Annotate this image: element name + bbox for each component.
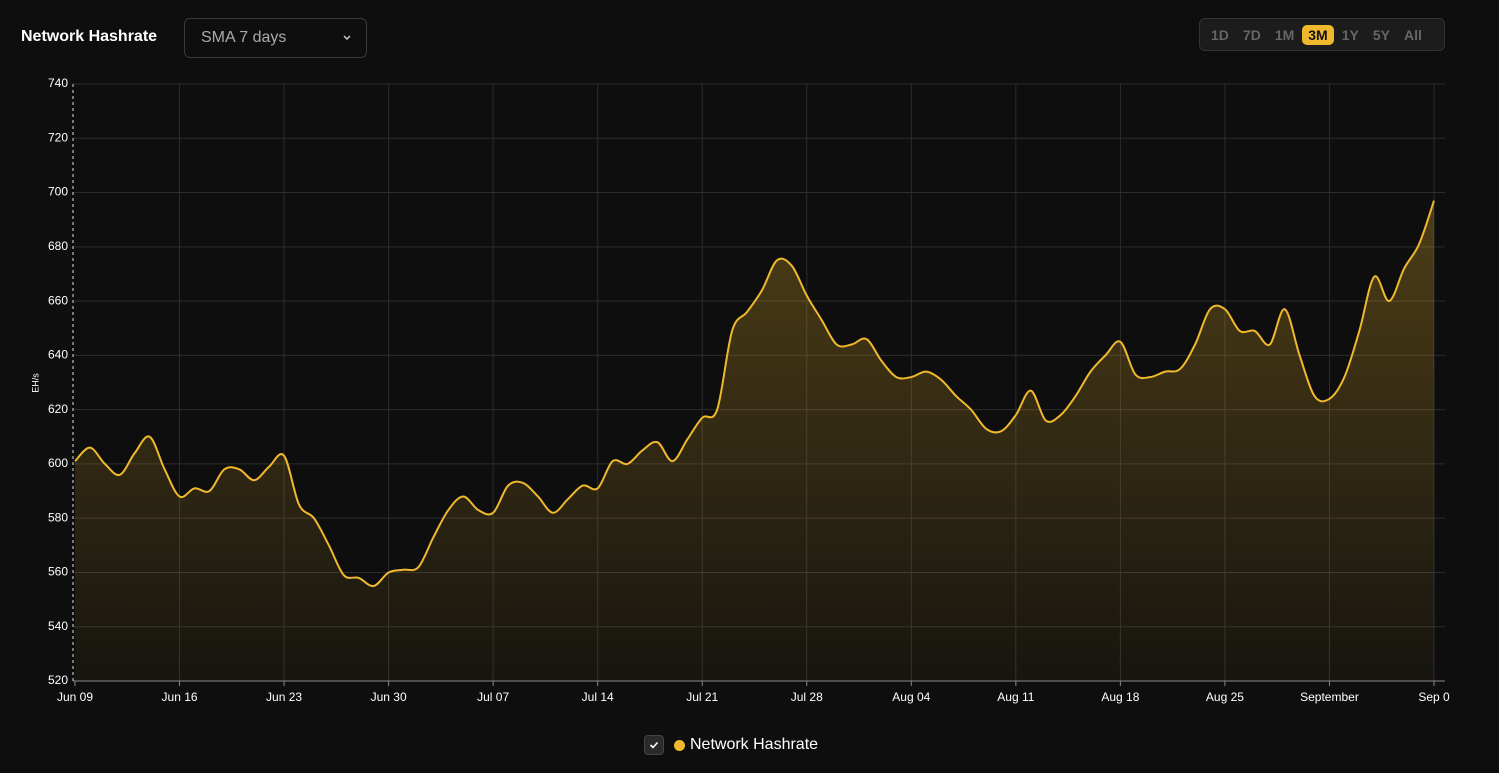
x-tick-label: Aug 25 [1206,690,1244,704]
x-tick-label: Aug 04 [892,690,930,704]
y-tick-label: 520 [48,673,68,687]
range-button[interactable]: 7D [1242,26,1261,43]
range-button[interactable]: 5Y [1372,26,1390,43]
legend-checkbox[interactable] [644,735,664,755]
y-tick-label: 700 [48,185,68,199]
y-tick-label: 680 [48,239,68,253]
legend-label: Network Hashrate [690,736,819,753]
page-title: Network Hashrate [21,28,158,45]
x-tick-label: Jun 09 [57,690,93,704]
y-tick-label: 620 [48,402,68,416]
chevron-icon [343,35,351,41]
y-tick-label: 660 [48,293,68,307]
x-tick-label: Jul 14 [582,690,614,704]
line [74,200,1435,588]
range-button[interactable]: All [1403,26,1422,43]
x-tick-label: Aug 11 [997,690,1034,704]
x-tick-label: Jun 16 [162,690,198,704]
y-tick-label: 600 [48,456,68,470]
x-tick-label: Jul 28 [791,690,823,704]
x-tick-label: Jun 23 [266,690,302,704]
y-tick-label: 720 [48,130,68,144]
range-selector: 1D 7D 1M 3M 1Y 5Y All [1199,18,1445,51]
y-tick-label: 740 [48,76,68,90]
x-tick-label: Jul 21 [686,690,718,704]
y-tick-label: 560 [48,565,68,579]
x-tick-label: September [1300,690,1359,704]
y-axis-label: EH/s [30,373,40,393]
area-fill [75,200,1434,681]
range-button[interactable]: 3M [1302,24,1334,45]
range-button[interactable]: 1Y [1341,26,1359,43]
y-tick-label: 580 [48,510,68,524]
chart: EH/s 520 540 560 580 600 620 640 660 680 700 720 74… [30,76,1450,704]
y-tick-label: 540 [48,619,68,633]
range-button[interactable]: 1D [1211,26,1229,43]
sma-dropdown[interactable]: SMA 7 days [184,18,367,58]
legend-swatch [674,739,685,751]
range-button[interactable]: 1M [1274,26,1295,43]
check-icon [649,741,659,749]
x-tick-label: Jun 30 [371,690,407,704]
legend: Network Hashrate [644,735,818,755]
x-tick-label: Aug 18 [1101,690,1139,704]
y-tick-label: 640 [48,348,68,362]
dropdown-label: SMA 7 days [201,29,287,46]
x-tick-label: Sep 0 [1418,690,1450,704]
x-tick-label: Jul 07 [477,690,509,704]
